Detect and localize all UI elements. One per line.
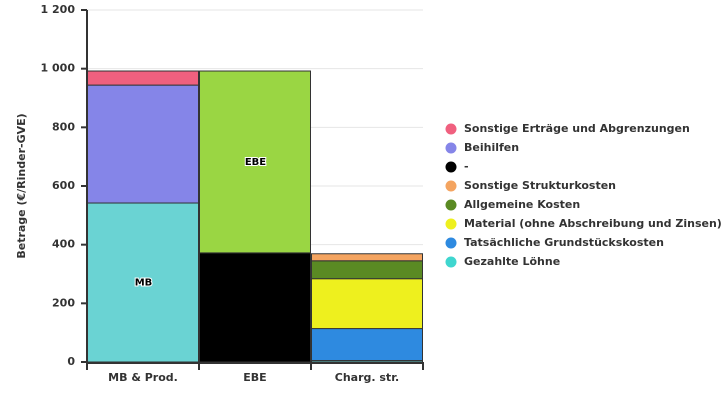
legend-marker: [445, 199, 457, 211]
legend-marker: [445, 123, 457, 135]
y-tick-label: 1 200: [41, 3, 76, 16]
bar-segment: [199, 252, 311, 363]
legend-label: Sonstige Erträge und Abgrenzungen: [464, 122, 690, 135]
legend-marker: [445, 180, 457, 192]
bar-segment: [87, 70, 199, 86]
bar-segment: [87, 202, 199, 363]
legend-label: Allgemeine Kosten: [464, 198, 580, 211]
y-tick-label: 200: [52, 296, 75, 309]
segment-label: EBE: [245, 157, 266, 168]
bar-segment: [87, 84, 199, 204]
y-tick-label: 0: [67, 355, 75, 368]
legend-marker: [445, 256, 457, 268]
x-tick-label: MB & Prod.: [108, 371, 178, 384]
legend-label: Material (ohne Abschreibung und Zinsen): [464, 217, 722, 230]
segment-label: MB: [135, 278, 153, 289]
legend-label: -: [464, 160, 469, 173]
bar-segment: [311, 278, 423, 330]
legend-label: Beihilfen: [464, 141, 519, 154]
y-tick-label: 600: [52, 179, 75, 192]
legend-marker: [445, 218, 457, 230]
x-tick-label: Charg. str.: [335, 371, 399, 384]
legend-label: Gezahlte Löhne: [464, 255, 560, 268]
y-tick-label: 400: [52, 238, 75, 251]
legend-marker: [445, 237, 457, 249]
legend-label: Tatsächliche Grundstückskosten: [464, 236, 664, 249]
bar-segment: [311, 260, 423, 280]
bar-segment: [199, 70, 311, 254]
legend-label: Sonstige Strukturkosten: [464, 179, 616, 192]
bar-segment: [311, 328, 423, 362]
legend-marker: [445, 142, 457, 154]
y-tick-label: 1 000: [41, 62, 76, 75]
bar-segment: [311, 253, 423, 262]
y-axis-label: Betrage (€/Rinder-GVE): [15, 113, 28, 258]
y-tick-label: 800: [52, 120, 75, 133]
x-tick-label: EBE: [243, 371, 266, 384]
legend-marker: [445, 161, 457, 173]
